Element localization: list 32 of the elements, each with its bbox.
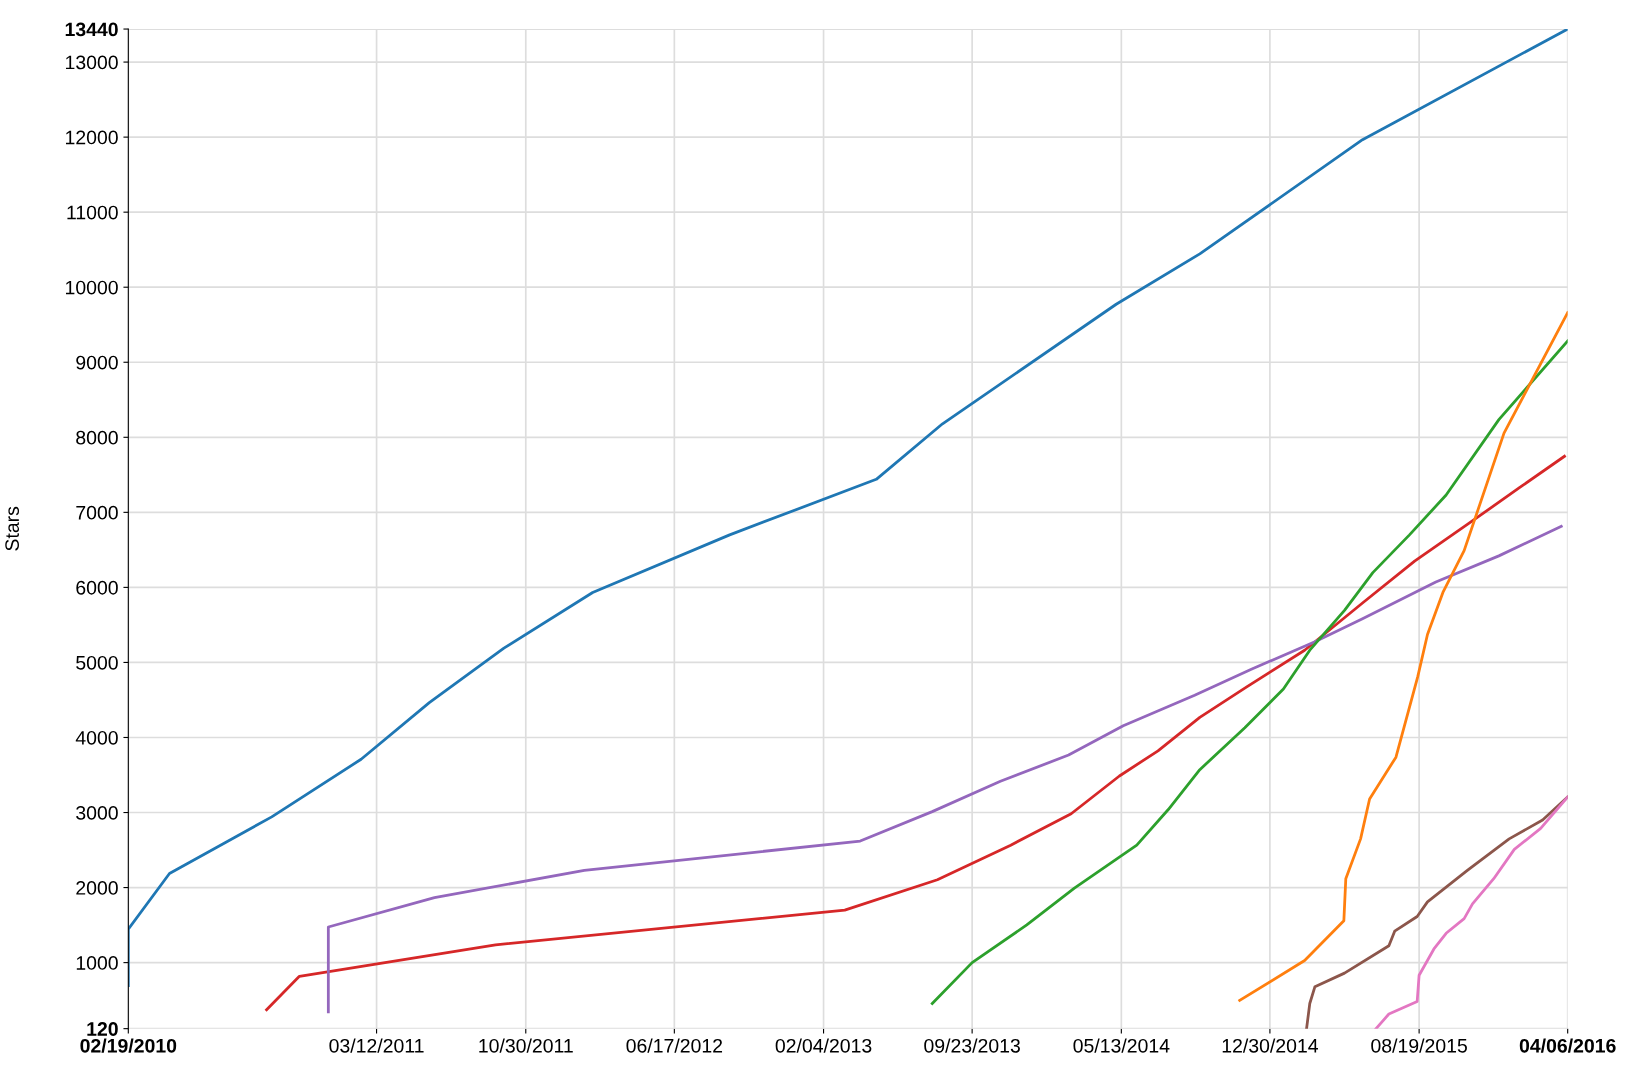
y-tick-label: 13440 xyxy=(65,22,118,37)
x-tick-label: 02/04/2013 xyxy=(775,1038,872,1053)
x-tick-label: 10/30/2011 xyxy=(479,1038,573,1053)
y-tick-label: 11000 xyxy=(67,205,118,220)
y-tick-label: 4000 xyxy=(75,730,118,745)
y-tick-label: 3000 xyxy=(76,805,118,820)
line-series xyxy=(1238,311,1568,1002)
y-tick-label: 2000 xyxy=(76,881,118,895)
line-series xyxy=(1374,795,1568,1029)
line-series xyxy=(265,454,1566,1012)
x-tick-label: 08/19/2015 xyxy=(1371,1038,1467,1053)
y-tick-label: 7000 xyxy=(76,505,118,520)
x-tick-label: 03/12/2011 xyxy=(329,1038,424,1053)
x-tick-label: 05/13/2014 xyxy=(1073,1038,1170,1053)
y-tick-label: 13000 xyxy=(66,55,118,70)
x-tick-label: 02/19/2010 xyxy=(80,1038,177,1053)
y-tick-label: 8000 xyxy=(76,430,118,445)
y-tick-label: 10000 xyxy=(66,280,118,295)
line-series xyxy=(930,339,1568,1005)
y-tick-label: 6000 xyxy=(76,580,118,595)
x-tick-label: 12/30/2014 xyxy=(1222,1038,1318,1053)
x-tick-label: 04/06/2016 xyxy=(1519,1038,1616,1053)
y-tick-label: 9000 xyxy=(76,355,118,370)
line-series xyxy=(326,525,1563,1014)
x-tick-label: 06/17/2012 xyxy=(626,1038,723,1053)
y-tick-label: 12000 xyxy=(66,130,118,145)
x-tick-label: 09/23/2013 xyxy=(924,1038,1020,1053)
y-tick-label: 1000 xyxy=(76,956,118,970)
line-series xyxy=(1305,795,1568,1029)
y-axis-title: Stars xyxy=(5,506,20,551)
y-tick-label: 120 xyxy=(87,1022,118,1036)
y-tick-label: 5000 xyxy=(76,655,118,670)
